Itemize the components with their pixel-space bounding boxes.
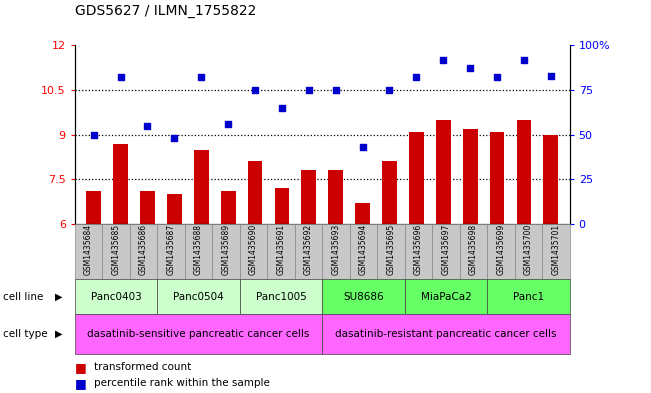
Point bbox=[250, 87, 260, 93]
Text: transformed count: transformed count bbox=[94, 362, 191, 373]
Text: GSM1435684: GSM1435684 bbox=[84, 224, 93, 275]
Bar bbox=[409, 132, 424, 224]
Bar bbox=[490, 132, 505, 224]
Text: Panc0403: Panc0403 bbox=[90, 292, 141, 302]
Text: GSM1435685: GSM1435685 bbox=[111, 224, 120, 275]
Point bbox=[169, 135, 180, 141]
Text: GSM1435686: GSM1435686 bbox=[139, 224, 148, 275]
Text: cell type: cell type bbox=[3, 329, 48, 339]
Point bbox=[223, 121, 233, 127]
Text: Panc1005: Panc1005 bbox=[256, 292, 307, 302]
Text: GSM1435689: GSM1435689 bbox=[221, 224, 230, 275]
Bar bbox=[463, 129, 478, 224]
Bar bbox=[221, 191, 236, 224]
Text: ■: ■ bbox=[75, 376, 87, 390]
Point bbox=[438, 56, 449, 62]
Point bbox=[196, 74, 206, 81]
Text: GSM1435692: GSM1435692 bbox=[304, 224, 313, 275]
Text: GSM1435697: GSM1435697 bbox=[441, 224, 450, 275]
Text: GSM1435693: GSM1435693 bbox=[331, 224, 340, 275]
Text: GSM1435700: GSM1435700 bbox=[524, 224, 533, 275]
Text: GSM1435690: GSM1435690 bbox=[249, 224, 258, 275]
Point bbox=[277, 105, 287, 111]
Text: ▶: ▶ bbox=[55, 329, 63, 339]
Text: cell line: cell line bbox=[3, 292, 44, 302]
Point bbox=[357, 144, 368, 150]
Bar bbox=[436, 120, 450, 224]
Text: GSM1435698: GSM1435698 bbox=[469, 224, 478, 275]
Text: Panc0504: Panc0504 bbox=[173, 292, 224, 302]
Bar bbox=[516, 120, 531, 224]
Bar bbox=[113, 143, 128, 224]
Text: MiaPaCa2: MiaPaCa2 bbox=[421, 292, 471, 302]
Text: ■: ■ bbox=[75, 361, 87, 374]
Text: GSM1435691: GSM1435691 bbox=[277, 224, 286, 275]
Bar bbox=[355, 203, 370, 224]
Bar bbox=[167, 194, 182, 224]
Text: dasatinib-sensitive pancreatic cancer cells: dasatinib-sensitive pancreatic cancer ce… bbox=[87, 329, 310, 339]
Point bbox=[465, 65, 475, 72]
Bar bbox=[328, 171, 343, 224]
Bar bbox=[247, 162, 262, 224]
Bar bbox=[382, 162, 397, 224]
Bar bbox=[301, 171, 316, 224]
Text: GSM1435701: GSM1435701 bbox=[551, 224, 561, 275]
Point bbox=[384, 87, 395, 93]
Text: GSM1435687: GSM1435687 bbox=[167, 224, 176, 275]
Bar bbox=[140, 191, 155, 224]
Point bbox=[143, 123, 153, 129]
Text: Panc1: Panc1 bbox=[513, 292, 544, 302]
Text: GSM1435696: GSM1435696 bbox=[414, 224, 423, 275]
Point bbox=[546, 72, 556, 79]
Point bbox=[519, 56, 529, 62]
Text: percentile rank within the sample: percentile rank within the sample bbox=[94, 378, 270, 388]
Point bbox=[89, 131, 99, 138]
Text: GSM1435688: GSM1435688 bbox=[194, 224, 203, 275]
Text: GSM1435699: GSM1435699 bbox=[497, 224, 505, 275]
Point bbox=[331, 87, 341, 93]
Text: GSM1435695: GSM1435695 bbox=[387, 224, 395, 275]
Point bbox=[115, 74, 126, 81]
Text: SU8686: SU8686 bbox=[343, 292, 384, 302]
Bar bbox=[194, 149, 208, 224]
Bar bbox=[275, 188, 289, 224]
Bar bbox=[544, 134, 558, 224]
Point bbox=[411, 74, 422, 81]
Text: dasatinib-resistant pancreatic cancer cells: dasatinib-resistant pancreatic cancer ce… bbox=[335, 329, 557, 339]
Text: ▶: ▶ bbox=[55, 292, 63, 302]
Bar bbox=[87, 191, 101, 224]
Point bbox=[492, 74, 502, 81]
Text: GDS5627 / ILMN_1755822: GDS5627 / ILMN_1755822 bbox=[75, 4, 256, 18]
Text: GSM1435694: GSM1435694 bbox=[359, 224, 368, 275]
Point bbox=[303, 87, 314, 93]
